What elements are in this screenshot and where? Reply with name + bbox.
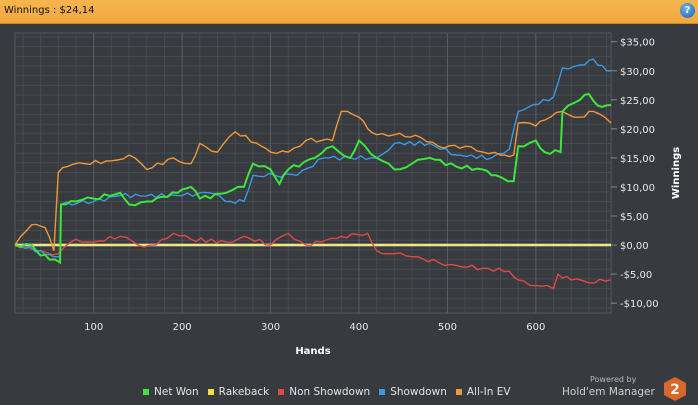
series-line-all-in-ev bbox=[14, 110, 612, 252]
chart-title: Winnings : $24,14 bbox=[4, 5, 95, 16]
hm2-logo-icon: 2 bbox=[664, 377, 686, 401]
y-tick-label: $10,00 bbox=[620, 183, 655, 194]
legend-swatch bbox=[455, 389, 462, 395]
legend-label: Net Won bbox=[154, 386, 199, 398]
x-tick-label: 400 bbox=[349, 322, 368, 333]
legend-label: All-In EV bbox=[466, 386, 511, 398]
x-tick-label: 500 bbox=[438, 322, 457, 333]
y-tick-label: $35,00 bbox=[620, 38, 655, 49]
y-axis-label: Winnings bbox=[671, 147, 682, 199]
legend-item[interactable]: Non Showdown bbox=[278, 386, 370, 398]
legend-swatch bbox=[207, 389, 214, 395]
legend-item[interactable]: Net Won bbox=[143, 386, 199, 398]
y-tick-label: $15,00 bbox=[620, 154, 655, 165]
legend-item[interactable]: All-In EV bbox=[455, 386, 511, 398]
x-tick-label: 200 bbox=[173, 322, 192, 333]
legend-swatch bbox=[143, 389, 149, 395]
legend-item[interactable]: Showdown bbox=[379, 386, 447, 398]
powered-by-label: Powered by bbox=[590, 375, 637, 384]
legend-swatch bbox=[278, 389, 285, 395]
y-tick-label: $30,00 bbox=[620, 67, 655, 78]
x-tick-label: 100 bbox=[84, 322, 103, 333]
product-name: Hold'em Manager bbox=[562, 386, 655, 398]
legend: Net Won Rakeback Non Showdown Showdown All-I… bbox=[143, 386, 511, 398]
svg-text:2: 2 bbox=[670, 382, 680, 398]
legend-label: Non Showdown bbox=[289, 386, 371, 398]
legend-label: Showdown bbox=[390, 386, 447, 398]
x-tick-label: 300 bbox=[261, 322, 280, 333]
y-tick-label: $5,00 bbox=[620, 212, 649, 223]
legend-label: Rakeback bbox=[218, 386, 270, 398]
legend-swatch bbox=[379, 389, 386, 395]
x-axis-label: Hands bbox=[295, 346, 330, 357]
y-tick-label: -$10,00 bbox=[620, 299, 659, 310]
y-tick-label: $25,00 bbox=[620, 96, 655, 107]
title-bar: Winnings : $24,14 ? bbox=[0, 0, 698, 24]
series-line-non-showdown bbox=[14, 232, 612, 290]
x-tick-label: 600 bbox=[526, 322, 545, 333]
help-icon[interactable]: ? bbox=[680, 3, 695, 18]
plot-area bbox=[14, 32, 612, 314]
y-tick-label: $20,00 bbox=[620, 125, 655, 136]
series-line-net-won bbox=[14, 92, 612, 265]
y-tick-label: $0,00 bbox=[620, 241, 649, 252]
legend-item[interactable]: Rakeback bbox=[207, 386, 270, 398]
y-tick-label: -$5,00 bbox=[620, 270, 652, 281]
series-line-showdown bbox=[14, 58, 611, 258]
